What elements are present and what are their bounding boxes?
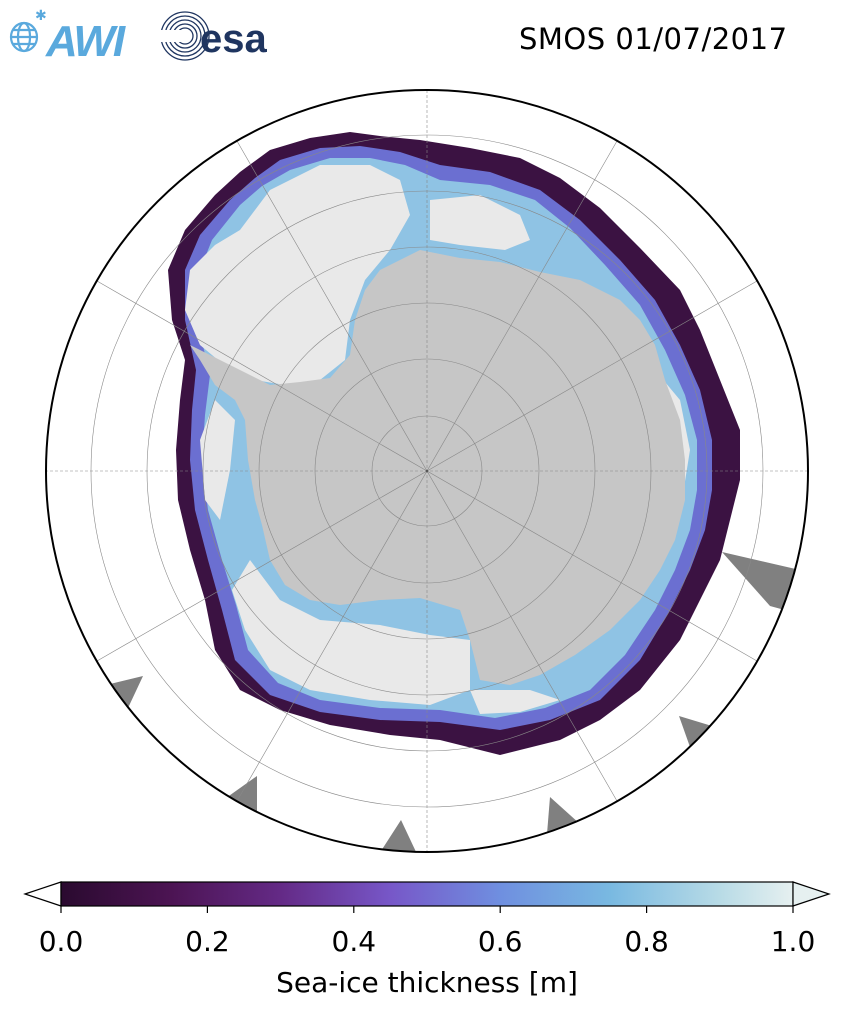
logo-bar: ✱ AWI esa — [9, 8, 267, 66]
map-title: SMOS 01/07/2017 — [519, 22, 788, 56]
awi-globe-icon — [9, 21, 39, 53]
awi-logo: ✱ AWI — [9, 8, 128, 66]
colorbar-tick-label: 0.2 — [185, 925, 230, 958]
south-pole-marker — [425, 469, 429, 473]
colorbar-tick-label: 0.6 — [478, 925, 523, 958]
colorbar-extend-max — [792, 881, 831, 907]
colorbar-extend-min — [23, 881, 62, 907]
esa-logo-text: esa — [200, 17, 267, 61]
polar-map — [45, 89, 809, 853]
colorbar-gradient — [60, 881, 794, 907]
colorbar-tick-label: 0.4 — [332, 925, 377, 958]
colorbar-label: Sea-ice thickness [m] — [276, 966, 578, 999]
map-boundary — [45, 89, 809, 853]
colorbar-tick-label: 0.0 — [39, 925, 84, 958]
awi-logo-text: AWI — [45, 17, 126, 66]
colorbar-tick-label: 1.0 — [771, 925, 816, 958]
antarctica-land — [190, 250, 685, 685]
colorbar: 0.0 0.2 0.4 0.6 0.8 1.0 Sea-ice thickness [m] — [23, 881, 831, 999]
colorbar-tick-label: 0.8 — [624, 925, 669, 958]
awi-star-icon: ✱ — [35, 8, 47, 24]
missing-data-wedges — [110, 552, 800, 852]
esa-logo: esa — [160, 11, 267, 61]
